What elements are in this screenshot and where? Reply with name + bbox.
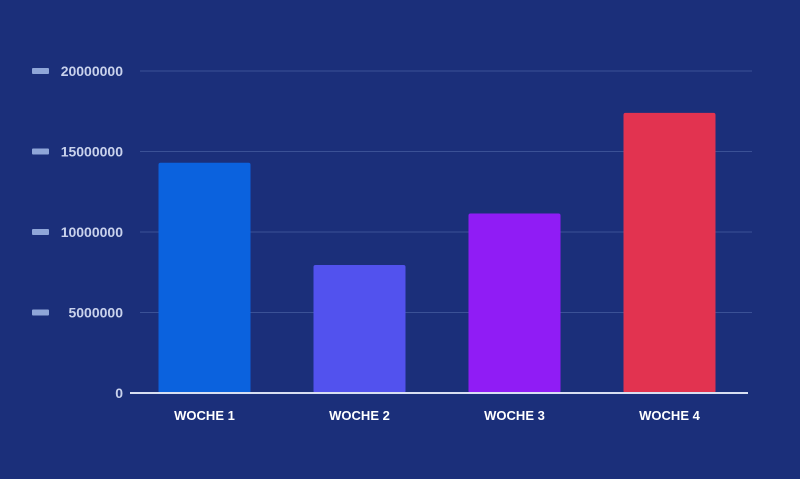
axes xyxy=(32,68,748,394)
y-tick-label: 15000000 xyxy=(61,144,124,160)
x-category-label: WOCHE 1 xyxy=(174,408,235,423)
tick-marker xyxy=(32,229,49,235)
bar-woche-2 xyxy=(313,265,406,393)
tick-marker xyxy=(32,148,49,155)
y-tick-label: 20000000 xyxy=(61,63,124,79)
x-category-label: WOCHE 2 xyxy=(329,408,390,423)
x-category-label: WOCHE 3 xyxy=(484,408,545,423)
y-tick-label: 0 xyxy=(115,385,123,401)
labels: 0 5000000 10000000 15000000 20000000 WOCHE 1 W… xyxy=(61,63,701,423)
tick-marker xyxy=(32,309,49,316)
bar-woche-1 xyxy=(158,162,251,393)
bar-woche-3 xyxy=(468,213,561,393)
tick-marker xyxy=(32,68,49,74)
y-tick-label: 5000000 xyxy=(68,305,123,321)
bars xyxy=(158,112,716,394)
y-tick-label: 10000000 xyxy=(61,224,124,240)
bar-woche-4 xyxy=(623,112,716,394)
x-category-label: WOCHE 4 xyxy=(639,408,700,423)
